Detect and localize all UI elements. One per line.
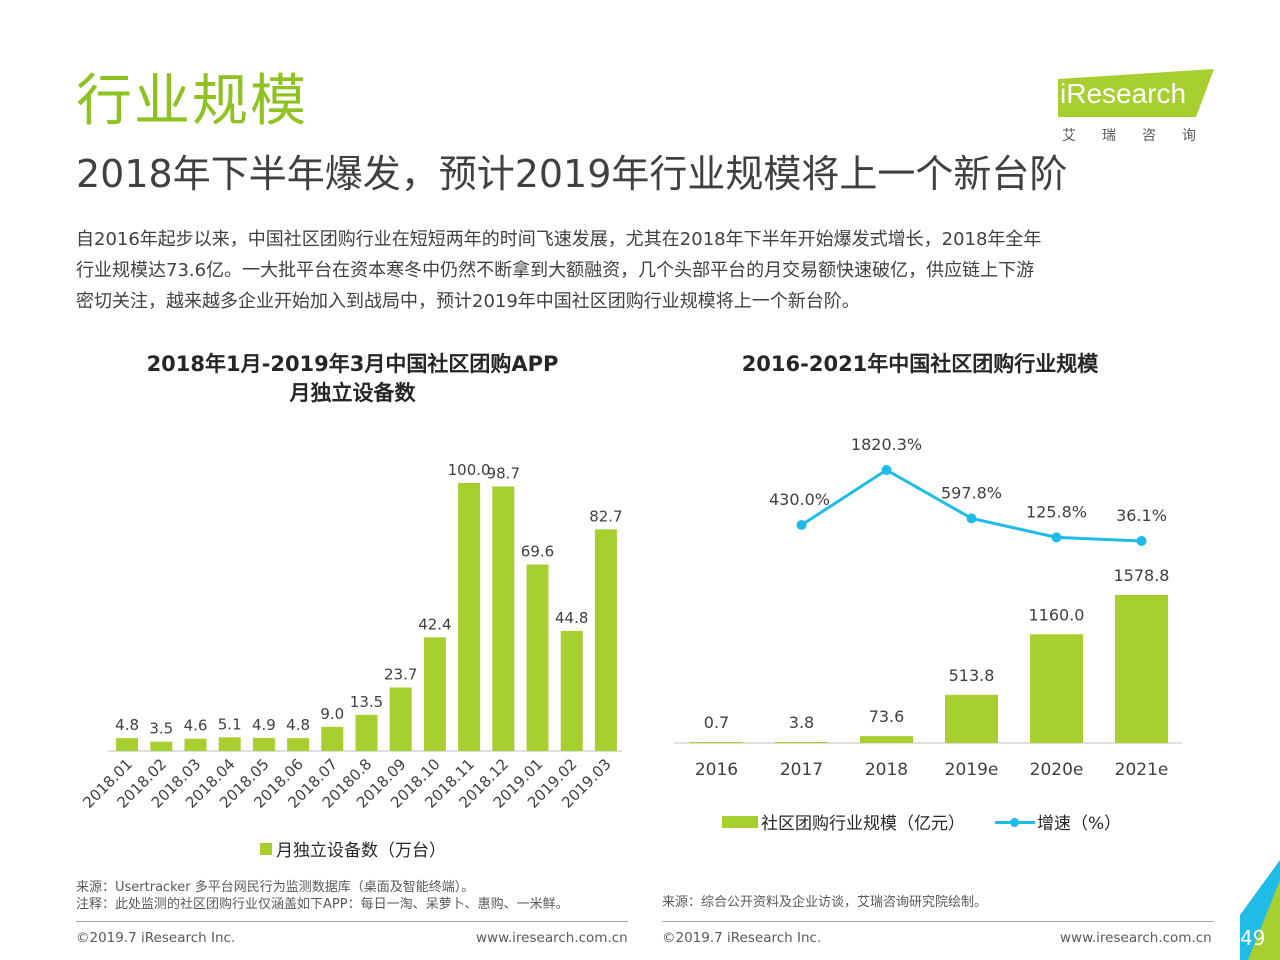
- left-chart-title-line2: 月独立设备数: [289, 381, 416, 405]
- data-label: 100.0: [448, 461, 491, 479]
- bar: [287, 738, 310, 751]
- bar: [526, 564, 549, 751]
- intro-line: 密切关注，越来越多企业开始加入到战局中，预计2019年中国社区团购行业规模将上一…: [76, 291, 860, 312]
- data-label: 4.9: [252, 716, 276, 734]
- bar: [560, 630, 583, 751]
- bar: [945, 694, 998, 743]
- logo-subtitle: 艾瑞咨询: [1062, 128, 1222, 144]
- bar: [252, 737, 275, 751]
- bar: [1115, 595, 1168, 743]
- data-label: 73.6: [869, 707, 905, 726]
- x-tick-label: 2021e: [1115, 760, 1169, 780]
- left-chart-legend: 月独立设备数（万台）: [260, 836, 446, 861]
- left-footer-divider: [76, 921, 628, 922]
- iresearch-logo: [1058, 69, 1214, 117]
- data-label: 9.0: [320, 705, 344, 723]
- data-label: 69.6: [521, 542, 554, 560]
- line-data-label: 1820.3%: [851, 435, 922, 454]
- line-point: [966, 513, 977, 524]
- data-label: 23.7: [384, 665, 417, 683]
- right-footer-divider: [662, 921, 1214, 922]
- x-tick-label: 2019e: [945, 760, 999, 780]
- data-label: 0.7: [704, 713, 729, 732]
- bar: [492, 486, 515, 751]
- line-data-label: 36.1%: [1116, 506, 1167, 525]
- right-combo-chart: 0.7 2016 3.8 2017 73.6 2018 513.8 2019e 1160.0 20…: [674, 435, 1182, 780]
- bar: [423, 637, 446, 751]
- bar: [184, 738, 207, 751]
- data-label: 1160.0: [1029, 605, 1085, 624]
- bar: [116, 738, 139, 751]
- right-source-note: 来源：综合公开资料及企业访谈，艾瑞咨询研究院绘制。: [662, 895, 988, 910]
- bar: [321, 726, 344, 751]
- bar: [150, 741, 173, 751]
- intro-paragraph: 自2016年起步以来，中国社区团购行业在短短两年的时间飞速发展，尤其在2018年…: [76, 224, 1216, 317]
- right-website-link[interactable]: www.iresearch.com.cn: [1060, 930, 1212, 946]
- legend-swatch-bar: [260, 842, 272, 855]
- left-copyright: ©2019.7 iResearch Inc.: [76, 930, 236, 946]
- left-chart-title: 2018年1月-2019年3月中国社区团购APP 月独立设备数: [80, 350, 625, 408]
- left-legend-label: 月独立设备数（万台）: [276, 841, 446, 861]
- line-point: [881, 465, 892, 475]
- data-label: 4.8: [115, 716, 139, 734]
- bar: [775, 742, 828, 743]
- right-copyright: ©2019.7 iResearch Inc.: [662, 930, 822, 946]
- page-number: 49: [1240, 926, 1266, 950]
- line-point: [796, 520, 807, 530]
- data-label: 1578.8: [1114, 566, 1170, 585]
- data-label: 98.7: [487, 464, 520, 482]
- bar: [594, 529, 617, 751]
- data-label: 13.5: [350, 693, 383, 711]
- bar: [355, 714, 378, 751]
- bar: [458, 483, 481, 751]
- x-tick-label: 2018: [865, 760, 908, 780]
- page-title: 行业规模: [76, 69, 308, 134]
- logo-name: iResearch: [1060, 78, 1187, 109]
- page-subtitle: 2018年下半年爆发，预计2019年行业规模将上一个新台阶: [76, 152, 1068, 196]
- left-footnote: 注释：此处监测的社区团购行业仅涵盖如下APP：每日一淘、呆萝卜、惠购、一米鲜。: [76, 897, 569, 912]
- line-data-label: 125.8%: [1026, 502, 1087, 521]
- line-point: [1051, 532, 1062, 543]
- data-label: 44.8: [555, 609, 588, 627]
- x-tick-label: 2017: [780, 760, 823, 780]
- right-chart-title: 2016-2021年中国社区团购行业规模: [741, 352, 1099, 376]
- left-website-link[interactable]: www.iresearch.com.cn: [476, 930, 628, 946]
- x-tick-label: 2020e: [1030, 760, 1084, 780]
- data-label: 4.6: [184, 717, 208, 735]
- bar: [389, 687, 412, 751]
- bar: [860, 736, 913, 743]
- growth-line: [800, 468, 1142, 543]
- legend-swatch-line: [995, 816, 1035, 828]
- data-label: 513.8: [949, 666, 995, 685]
- corner-decoration: [1240, 860, 1280, 960]
- left-bar-chart: 4.82018.013.52018.024.62018.035.12018.04…: [79, 461, 622, 812]
- data-label: 4.8: [286, 716, 310, 734]
- right-chart-legend: 社区团购行业规模（亿元） 增速（%）: [722, 809, 1121, 834]
- legend-swatch-bar: [722, 815, 758, 828]
- line-data-label: 597.8%: [941, 483, 1002, 502]
- x-tick-label: 2016: [695, 760, 738, 780]
- data-label: 42.4: [418, 615, 451, 633]
- data-label: 82.7: [589, 507, 622, 525]
- line-point: [1136, 536, 1147, 546]
- right-legend-bar-label: 社区团购行业规模（亿元）: [761, 814, 965, 834]
- left-source-note: 来源：Usertracker 多平台网民行为监测数据库（桌面及智能终端）。: [76, 880, 475, 895]
- left-chart-title-line1: 2018年1月-2019年3月中国社区团购APP: [146, 352, 559, 376]
- intro-line: 自2016年起步以来，中国社区团购行业在短短两年的时间飞速发展，尤其在2018年…: [76, 229, 1042, 250]
- intro-line: 行业规模达73.6亿。一大批平台在资本寒冬中仍然不断拿到大额融资，几个头部平台的…: [76, 260, 1035, 281]
- line-data-label: 430.0%: [769, 490, 830, 509]
- bar: [1030, 634, 1083, 743]
- right-legend-line-label: 增速（%）: [1037, 814, 1122, 834]
- data-label: 5.1: [218, 715, 242, 733]
- bar: [218, 737, 241, 751]
- data-label: 3.8: [789, 713, 814, 732]
- data-label: 3.5: [149, 720, 173, 738]
- bar: [690, 742, 743, 743]
